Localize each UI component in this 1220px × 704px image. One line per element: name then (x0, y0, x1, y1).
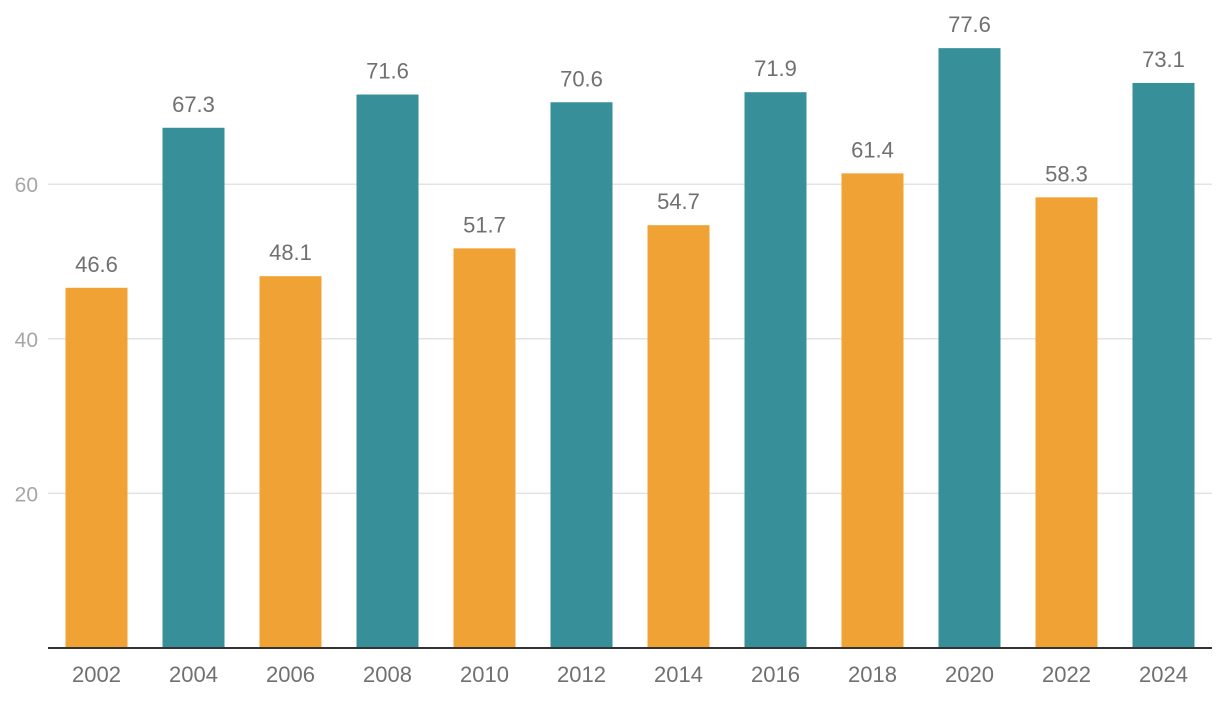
y-tick-label: 40 (15, 329, 38, 352)
x-tick-label-2022: 2022 (1042, 662, 1091, 687)
data-label-2018: 61.4 (851, 137, 894, 162)
data-label-2024: 73.1 (1142, 47, 1185, 72)
bar-2018 (841, 173, 904, 649)
grid-lines (48, 183, 1212, 495)
x-tick-label-2010: 2010 (460, 662, 509, 687)
x-tick-label-2024: 2024 (1139, 662, 1188, 687)
x-tick-label-2014: 2014 (654, 662, 703, 687)
bar-2020 (938, 48, 1001, 649)
data-labels: 46.6 67.3 48.1 71.6 51.7 70.6 54.7 71.9 61.4 77.6… (75, 12, 1185, 277)
x-tick-label-2004: 2004 (169, 662, 218, 687)
data-label-2008: 71.6 (366, 59, 409, 84)
bar-2006 (259, 276, 322, 648)
bar-2012 (550, 102, 613, 648)
bar-2014 (647, 225, 710, 648)
data-label-2006: 48.1 (269, 240, 312, 265)
bar-2010 (453, 248, 516, 648)
data-label-2016: 71.9 (754, 56, 797, 81)
y-tick-label: 20 (15, 483, 38, 506)
x-tick-label-2002: 2002 (72, 662, 121, 687)
data-label-2004: 67.3 (172, 92, 215, 117)
y-tick-label: 60 (15, 174, 38, 197)
x-tick-label-2020: 2020 (945, 662, 994, 687)
x-tick-label-2012: 2012 (557, 662, 606, 687)
bar-2004 (162, 127, 225, 648)
bars (65, 48, 1195, 649)
data-label-2010: 51.7 (463, 212, 506, 237)
bar-2002 (65, 287, 128, 648)
data-label-2012: 70.6 (560, 66, 603, 91)
y-axis-ticks: 20 40 60 (15, 174, 38, 506)
x-tick-label-2018: 2018 (848, 662, 897, 687)
data-label-2020: 77.6 (948, 12, 991, 37)
x-tick-label-2016: 2016 (751, 662, 800, 687)
data-label-2002: 46.6 (75, 252, 118, 277)
bar-2008 (356, 94, 419, 649)
x-tick-label-2006: 2006 (266, 662, 315, 687)
bar-2016 (744, 92, 807, 648)
bar-2024 (1132, 82, 1195, 648)
data-label-2014: 54.7 (657, 189, 700, 214)
data-label-2022: 58.3 (1045, 161, 1088, 186)
x-axis-ticks: 2002 2004 2006 2008 2010 2012 2014 2016 2018 2020… (72, 662, 1188, 687)
x-tick-label-2008: 2008 (363, 662, 412, 687)
bar-2022 (1035, 197, 1098, 648)
